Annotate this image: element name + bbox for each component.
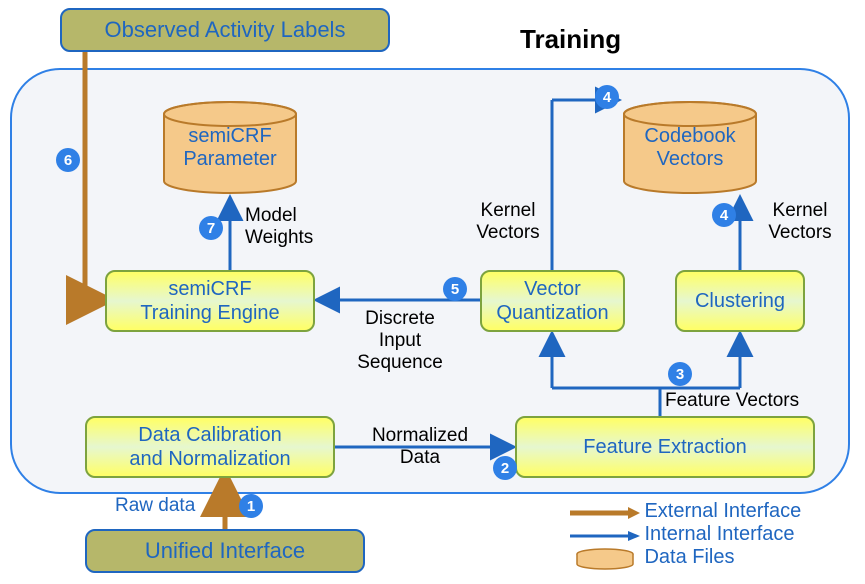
node-semicrf-training: semiCRFTraining Engine [105, 270, 315, 332]
node-label: VectorQuantization [496, 277, 608, 325]
step-badge-5: 5 [443, 277, 467, 301]
step-badge-6: 6 [56, 148, 80, 172]
step-badge-7: 7 [199, 216, 223, 240]
legend-data-files: Data Files [644, 546, 734, 568]
edge-label-model-weights: ModelWeights [245, 205, 335, 249]
step-badge-1: 1 [239, 494, 263, 518]
step-badge-3: 3 [668, 362, 692, 386]
node-label: Feature Extraction [583, 435, 746, 459]
node-label: Data Calibrationand Normalization [129, 423, 290, 471]
node-unified-interface: Unified Interface [85, 529, 365, 573]
node-label: Unified Interface [145, 538, 305, 564]
edge-label-normalized: NormalizedData [345, 425, 495, 469]
edge-label-kernel-left: KernelVectors [468, 200, 548, 244]
node-calibration: Data Calibrationand Normalization [85, 416, 335, 478]
edge-label-kernel-right: KernelVectors [760, 200, 840, 244]
diagram-title: Training [520, 24, 621, 55]
step-badge-2: 2 [493, 456, 517, 480]
node-label: Observed Activity Labels [105, 17, 346, 43]
node-label: Clustering [695, 289, 785, 313]
cylinder-label: semiCRFParameter [160, 125, 300, 171]
step-badge-4a: 4 [595, 85, 619, 109]
legend: External Interface Internal Interface Da… [570, 500, 860, 570]
node-semicrf-parameter: semiCRFParameter [160, 100, 300, 195]
node-codebook-vectors: CodebookVectors [620, 100, 760, 195]
node-feature-extraction: Feature Extraction [515, 416, 815, 478]
cylinder-label: CodebookVectors [620, 125, 760, 171]
node-vector-quantization: VectorQuantization [480, 270, 625, 332]
node-observed-labels: Observed Activity Labels [60, 8, 390, 52]
edge-label-discrete: DiscreteInputSequence [340, 308, 460, 374]
node-label: semiCRFTraining Engine [140, 277, 279, 325]
step-badge-4b: 4 [712, 203, 736, 227]
node-clustering: Clustering [675, 270, 805, 332]
legend-internal: Internal Interface [644, 523, 794, 545]
edge-label-raw-data: Raw data [115, 495, 195, 517]
legend-external: External Interface [644, 500, 801, 522]
edge-label-feature-vectors: Feature Vectors [665, 390, 799, 412]
